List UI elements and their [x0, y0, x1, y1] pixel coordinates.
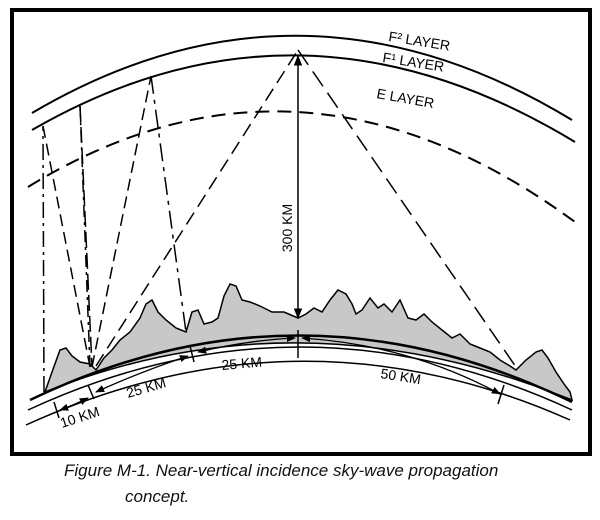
distance-ticks	[53, 330, 505, 419]
distance-arrows	[59, 334, 501, 411]
f2-layer-curve	[31, 34, 573, 121]
terrain	[43, 283, 574, 402]
e-layer-curve	[27, 110, 576, 223]
figure-caption: Figure M-1. Near-vertical incidence sky-…	[64, 458, 584, 510]
caption-line-2: concept.	[125, 487, 190, 506]
distance-label-25km-b: 25 KM	[221, 354, 263, 373]
distance-label-50km: 50 KM	[380, 365, 422, 387]
propagation-diagram: 300 KM F² LAYER F¹ LAYER E LAYER 10 KM 2…	[25, 28, 576, 431]
f2-layer-label: F² LAYER	[388, 28, 452, 53]
caption-line-1: Figure M-1. Near-vertical incidence sky-…	[64, 461, 499, 480]
e-layer-label: E LAYER	[375, 85, 435, 111]
distance-label-10km: 10 KM	[58, 403, 101, 431]
ray-paths	[42, 49, 519, 393]
f1-layer-curve	[31, 54, 576, 143]
distance-label-25km-a: 25 KM	[124, 374, 167, 401]
height-label: 300 KM	[279, 204, 295, 252]
